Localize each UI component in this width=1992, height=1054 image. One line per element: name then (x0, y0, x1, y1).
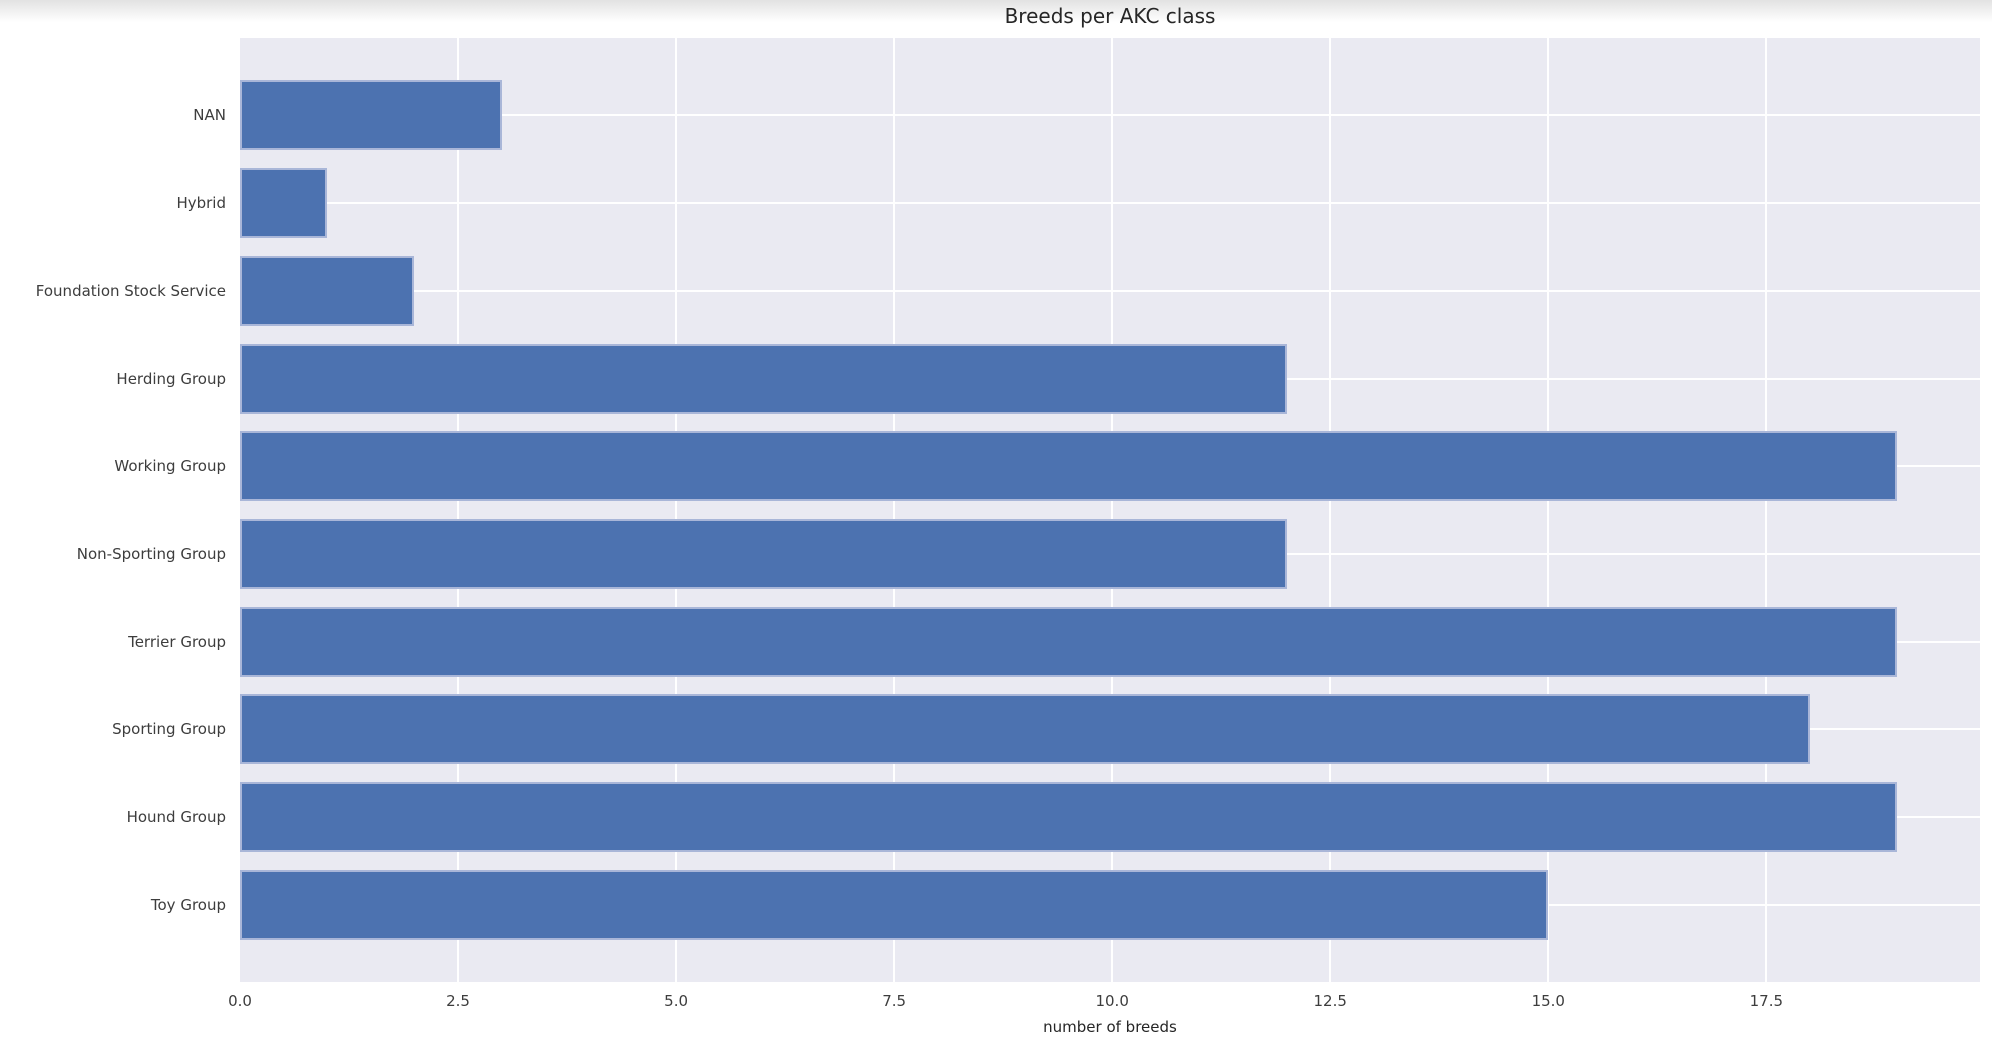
bar-row (240, 159, 1980, 247)
y-tick-label: Hound Group (126, 807, 226, 826)
bar (240, 518, 1287, 589)
bar-row (240, 335, 1980, 423)
plot-area (240, 38, 1980, 982)
x-tick-label: 0.0 (228, 992, 252, 1010)
x-gridline (1765, 38, 1768, 982)
x-gridline (1329, 38, 1332, 982)
y-tick-label: Terrier Group (128, 632, 226, 651)
bar-row (240, 685, 1980, 773)
bar-row (240, 598, 1980, 686)
y-tick-label: Sporting Group (112, 720, 226, 739)
bar (240, 869, 1549, 940)
bar (240, 694, 1810, 765)
x-tick-label: 15.0 (1531, 992, 1565, 1010)
y-tick-label: Foundation Stock Service (35, 281, 226, 300)
x-gridline (1111, 38, 1114, 982)
bar-row (240, 510, 1980, 598)
x-tick-label: 17.5 (1749, 992, 1784, 1010)
bar-row (240, 72, 1980, 160)
bar-row (240, 247, 1980, 335)
x-tick-label: 2.5 (446, 992, 470, 1010)
x-tick-label: 10.0 (1095, 992, 1129, 1010)
x-gridline (1547, 38, 1550, 982)
x-gridline (893, 38, 896, 982)
y-gridline (240, 202, 1980, 205)
y-gridline (240, 114, 1980, 117)
y-tick-label: Hybrid (176, 194, 226, 213)
x-gridline (675, 38, 678, 982)
x-tick-label: 7.5 (882, 992, 907, 1010)
x-tick-label: 5.0 (664, 992, 689, 1010)
bar-rows (240, 72, 1980, 949)
bar (240, 606, 1898, 677)
bar (240, 80, 502, 151)
y-tick-label: Working Group (114, 457, 226, 476)
bar-row (240, 861, 1980, 949)
bar (240, 168, 328, 239)
x-gridline (457, 38, 460, 982)
bar (240, 431, 1898, 502)
chart-title: Breeds per AKC class (1004, 4, 1216, 28)
bar (240, 255, 415, 326)
x-tick-label: 12.5 (1313, 992, 1347, 1010)
x-axis-title: number of breeds (1043, 1018, 1177, 1036)
bar-row (240, 773, 1980, 861)
y-tick-label: Herding Group (116, 369, 226, 388)
bar (240, 343, 1287, 414)
bar-row (240, 422, 1980, 510)
y-tick-label: Toy Group (150, 895, 226, 914)
bar (240, 781, 1898, 852)
y-axis-tick-labels: NAN Hybrid Foundation Stock Service Herding… (0, 72, 226, 949)
y-tick-label: Non-Sporting Group (76, 544, 226, 563)
y-gridline (240, 289, 1980, 292)
y-tick-label: NAN (193, 106, 226, 125)
